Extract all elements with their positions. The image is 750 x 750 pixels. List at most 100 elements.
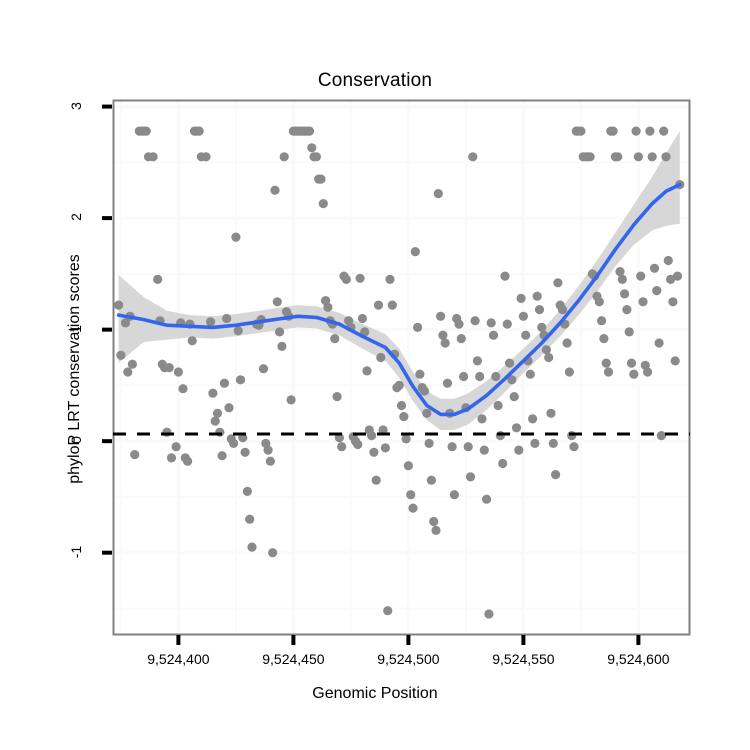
scatter-point bbox=[367, 431, 377, 441]
scatter-point bbox=[330, 334, 340, 344]
scatter-point bbox=[456, 334, 466, 344]
scatter-point bbox=[166, 453, 177, 463]
scatter-point bbox=[316, 174, 326, 184]
scatter-point bbox=[488, 330, 499, 340]
scatter-point bbox=[597, 316, 607, 326]
scatter-point bbox=[599, 334, 609, 344]
scatter-point bbox=[601, 358, 611, 368]
scatter-point bbox=[521, 330, 531, 340]
panel-border bbox=[112, 99, 691, 636]
scatter-point bbox=[245, 514, 255, 524]
scatter-point bbox=[567, 431, 577, 441]
scatter-point bbox=[442, 378, 453, 388]
x-tick-label: 9,524,550 bbox=[492, 651, 555, 667]
scatter-point bbox=[286, 395, 296, 405]
scatter-point bbox=[525, 369, 535, 379]
scatter-point bbox=[410, 247, 420, 257]
scatter-point bbox=[141, 126, 151, 136]
scatter-point bbox=[470, 316, 480, 326]
scatter-point bbox=[429, 516, 439, 527]
scatter-point bbox=[373, 300, 384, 310]
axis-ticks bbox=[102, 104, 641, 645]
scatter-point bbox=[449, 490, 459, 500]
scatter-point bbox=[585, 152, 595, 162]
scatter-point bbox=[148, 152, 158, 162]
scatter-point bbox=[557, 305, 568, 315]
scatter-point bbox=[495, 431, 505, 441]
scatter-point bbox=[408, 503, 418, 513]
scatter-point bbox=[537, 322, 547, 332]
scatter-point bbox=[643, 367, 653, 377]
scatter-point bbox=[272, 297, 282, 307]
scatter-point bbox=[371, 475, 381, 485]
x-axis-label: Genomic Position bbox=[312, 685, 438, 702]
scatter-point bbox=[656, 431, 667, 441]
scatter-point bbox=[116, 350, 126, 360]
scatter-point bbox=[222, 313, 232, 324]
scatter-point bbox=[401, 434, 411, 444]
y-tick-label: 1 bbox=[68, 324, 84, 333]
y-tick-label: 3 bbox=[68, 101, 84, 110]
scatter-point bbox=[337, 442, 347, 452]
scatter-point bbox=[620, 289, 630, 299]
scatter-point bbox=[477, 414, 487, 424]
scatter-point bbox=[440, 338, 450, 348]
scatter-point bbox=[380, 443, 390, 453]
scatter-point bbox=[615, 267, 625, 277]
scatter-point bbox=[670, 356, 680, 366]
scatter-point bbox=[127, 359, 137, 369]
scatter-point bbox=[647, 152, 657, 162]
scatter-point bbox=[491, 371, 501, 382]
scatter-point bbox=[532, 291, 542, 301]
scatter-point bbox=[224, 403, 234, 413]
scatter-point bbox=[636, 271, 646, 281]
scatter-point bbox=[654, 338, 664, 348]
scatter-point bbox=[482, 494, 492, 504]
x-tick-label: 9,524,450 bbox=[262, 651, 325, 667]
scatter-point bbox=[275, 327, 285, 337]
scatter-point bbox=[353, 439, 363, 450]
scatter-point bbox=[638, 297, 648, 307]
confidence-band bbox=[118, 131, 680, 430]
scatter-point bbox=[629, 369, 639, 379]
y-tick-label: 2 bbox=[68, 213, 84, 221]
scatter-point bbox=[511, 423, 522, 433]
scatter-point bbox=[472, 356, 482, 366]
scatter-point bbox=[551, 470, 561, 480]
scatter-point bbox=[509, 392, 519, 402]
scatter-point bbox=[459, 371, 469, 382]
scatter-point bbox=[153, 274, 163, 284]
scatter-point bbox=[341, 274, 351, 284]
y-tick-label: -1 bbox=[68, 545, 84, 558]
scatter-point bbox=[362, 366, 372, 376]
scatter-point bbox=[210, 416, 220, 426]
scatter-point bbox=[415, 369, 425, 379]
scatter-point bbox=[268, 548, 278, 558]
scatter-point bbox=[130, 450, 140, 460]
scatter-point bbox=[534, 305, 545, 315]
scatter-point bbox=[493, 400, 503, 411]
scatter-point bbox=[447, 442, 457, 452]
scatter-point bbox=[178, 384, 188, 394]
scatter-point bbox=[486, 318, 496, 328]
scatter-point bbox=[649, 263, 660, 273]
scatter-point bbox=[645, 126, 655, 136]
scatter-point bbox=[468, 152, 478, 162]
scatter-point bbox=[385, 274, 395, 284]
scatter-point bbox=[355, 273, 365, 283]
chart-title: Conservation bbox=[317, 70, 433, 91]
scatter-point bbox=[505, 358, 515, 368]
scatter-point bbox=[454, 319, 464, 329]
scatter-point bbox=[608, 126, 618, 136]
scatter-point bbox=[376, 352, 386, 363]
scatter-point bbox=[668, 297, 678, 307]
scatter-point bbox=[406, 490, 416, 500]
scatter-point bbox=[633, 152, 644, 162]
scatter-point bbox=[484, 609, 494, 619]
x-tick-label: 9,524,400 bbox=[147, 651, 210, 667]
scatter-point bbox=[235, 375, 246, 385]
scatter-point bbox=[626, 358, 637, 368]
scatter-point bbox=[217, 451, 227, 461]
